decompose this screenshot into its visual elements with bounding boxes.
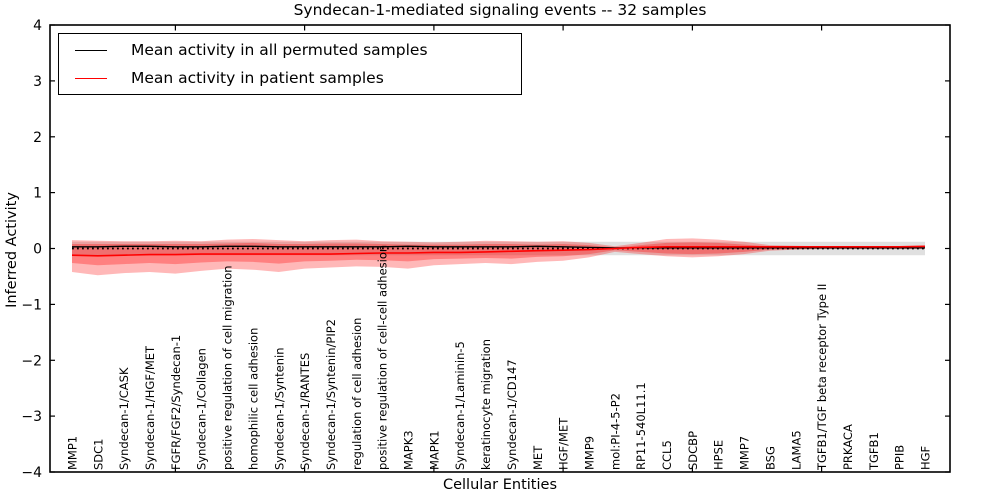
x-tick-label: TGFB1: [867, 432, 881, 471]
x-tick-label: HPSE: [712, 440, 726, 470]
x-axis-label: Cellular Entities: [442, 477, 558, 493]
x-tick-label: Syndecan-1/RANTES: [298, 353, 312, 470]
y-axis-label: Inferred Activity: [4, 192, 20, 308]
x-tick-label: RP11-540L11.1: [634, 382, 648, 470]
x-tick-label: positive regulation of cell migration: [221, 265, 235, 470]
y-tick-label: −4: [21, 465, 42, 481]
x-tick-label: Syndecan-1/CASK: [117, 367, 131, 470]
x-tick-label: SDC1: [91, 438, 105, 470]
y-tick-label: 1: [33, 186, 42, 202]
x-tick-label: MMP7: [738, 436, 752, 470]
y-tick-label: −2: [21, 353, 42, 369]
x-tick-label: regulation of cell adhesion: [350, 318, 364, 470]
x-tick-label: BSG: [763, 446, 777, 470]
x-tick-label: Syndecan-1/HGF/MET: [143, 345, 157, 470]
legend-label-permuted: Mean activity in all permuted samples: [131, 41, 428, 59]
x-tick-label: MMP9: [583, 436, 597, 470]
legend-box: Mean activity in all permuted samples Me…: [58, 33, 522, 95]
y-tick-label: 4: [33, 18, 42, 34]
y-tick-label: 3: [33, 74, 42, 90]
x-tick-label: FGFR/FGF2/Syndecan-1: [169, 335, 183, 470]
x-tick-label: TGFB1/TGF beta receptor Type II: [815, 284, 829, 471]
y-tick-label: −1: [21, 297, 42, 313]
x-tick-label: mol:PI-4-5-P2: [608, 393, 622, 470]
x-tick-label: Syndecan-1/Collagen: [195, 348, 209, 470]
y-tick-label: −3: [21, 409, 42, 425]
x-tick-label: MAPK3: [402, 430, 416, 470]
legend-entry-permuted: Mean activity in all permuted samples: [59, 38, 521, 62]
y-tick-label: 2: [33, 130, 42, 146]
permuted-line-swatch: [75, 49, 107, 51]
x-tick-label: positive regulation of cell-cell adhesio…: [376, 245, 390, 470]
y-tick-label: 0: [33, 242, 42, 258]
x-tick-label: Syndecan-1/Laminin-5: [453, 341, 467, 470]
x-tick-label: homophilic cell adhesion: [246, 328, 260, 470]
x-tick-label: MET: [531, 445, 545, 470]
x-tick-label: CCL5: [660, 440, 674, 470]
x-tick-label: PPIB: [893, 445, 907, 470]
x-tick-label: HGF: [919, 446, 933, 470]
chart-title: Syndecan-1-mediated signaling events -- …: [293, 1, 707, 19]
patient-mean-line: [71, 245, 926, 257]
x-tick-label: MAPK1: [427, 430, 441, 470]
x-tick-label: SDCBP: [686, 431, 700, 470]
x-tick-label: Syndecan-1/CD147: [505, 359, 519, 470]
patient-line-swatch: [75, 77, 107, 79]
x-tick-label: Syndecan-1/Syntenin: [272, 347, 286, 470]
x-tick-label: MMP1: [66, 436, 80, 470]
x-tick-label: Syndecan-1/Syntenin/PIP2: [324, 319, 338, 470]
x-tick-label: keratinocyte migration: [479, 339, 493, 470]
x-tick-label: LAMA5: [789, 430, 803, 470]
legend-entry-patient: Mean activity in patient samples: [59, 66, 521, 90]
legend-label-patient: Mean activity in patient samples: [131, 69, 384, 87]
x-tick-label: PRKACA: [841, 424, 855, 470]
x-tick-label: HGF/MET: [557, 417, 571, 470]
